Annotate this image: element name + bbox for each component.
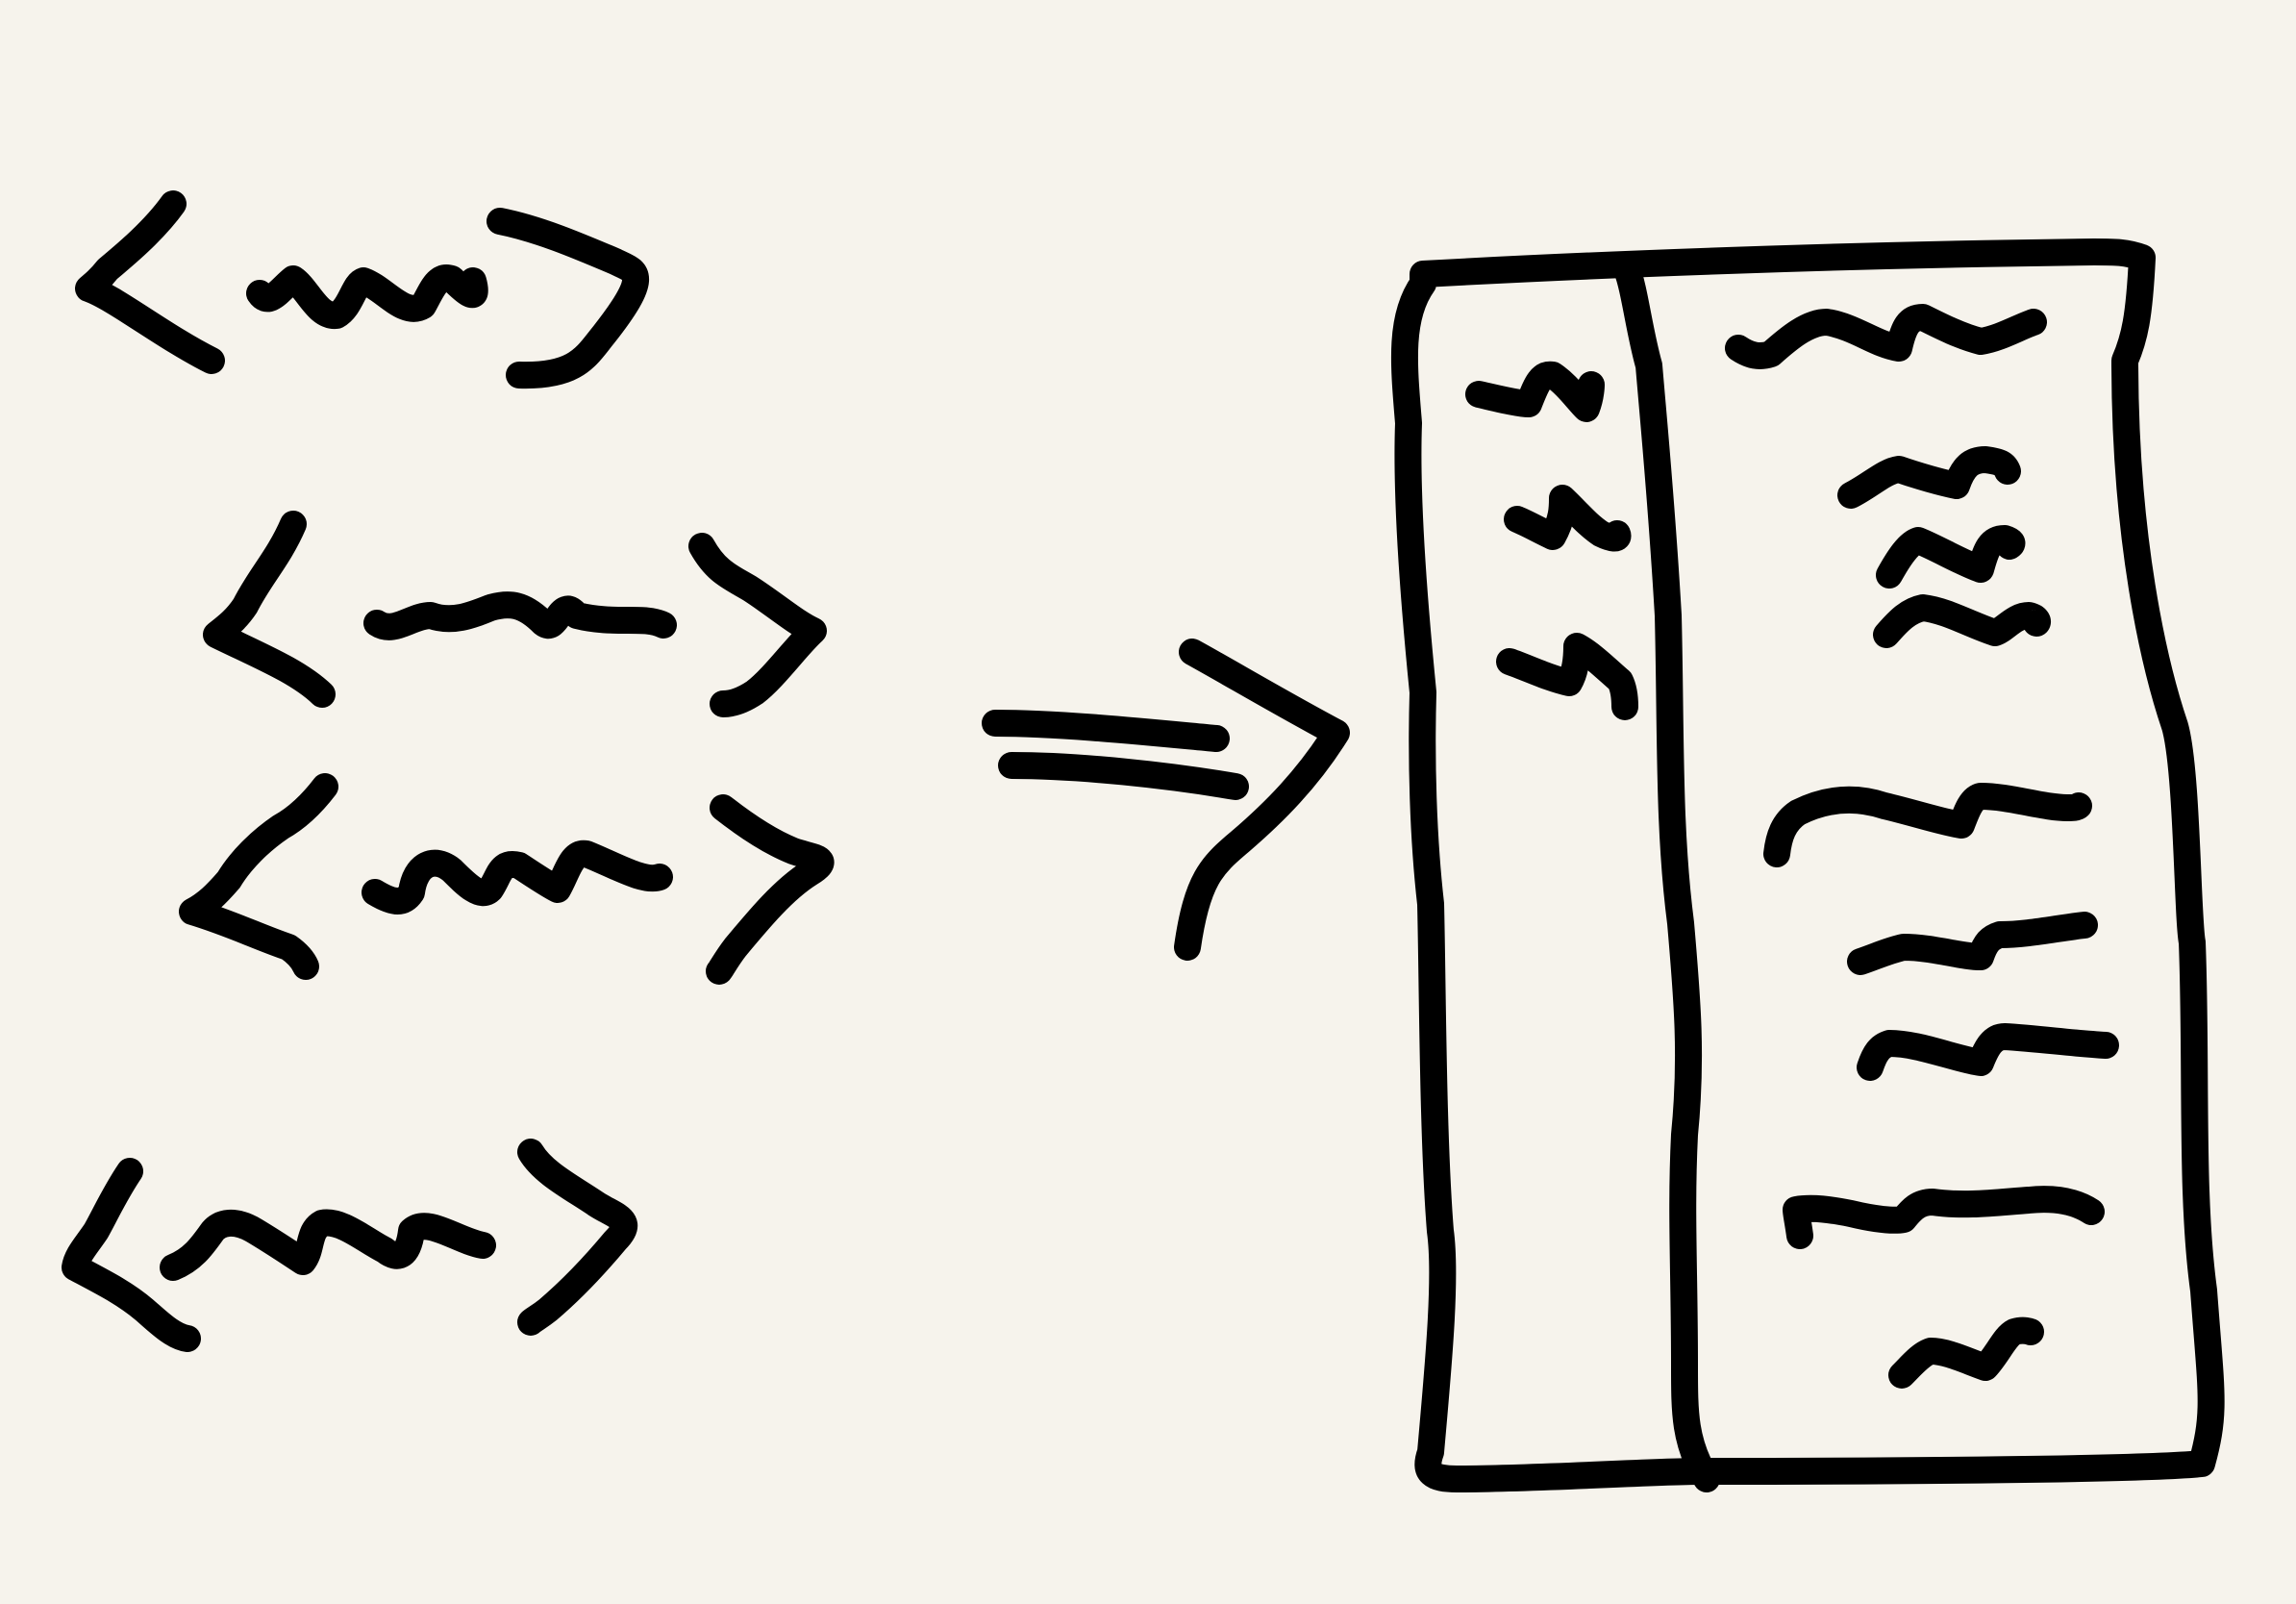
- snippet-2-wavy-text: [363, 591, 677, 640]
- snippet-1-wavy-text: [246, 264, 488, 329]
- snippet-3-left-bracket: [179, 773, 338, 980]
- right-arrow: [982, 639, 1350, 961]
- snippet-1-right-bracket: [487, 208, 649, 389]
- right-column-line-9: [1888, 1316, 2044, 1389]
- right-column-line-4: [1873, 594, 2051, 648]
- snippet-2-right-bracket: [688, 533, 827, 717]
- snippet-3-right-bracket: [706, 794, 835, 985]
- left-column-line-2: [1504, 485, 1632, 552]
- right-column-line-2: [1837, 446, 2021, 509]
- right-column-line-1: [1725, 304, 2047, 369]
- snippet-1-left-bracket: [75, 190, 225, 374]
- arrow-shaft-top: [982, 710, 1230, 752]
- snippet-4-left-bracket: [62, 1158, 201, 1352]
- right-column-line-8: [1783, 1186, 2105, 1249]
- snippet-1: [75, 190, 649, 389]
- document-sheet: [1390, 238, 2225, 1492]
- snippet-4-right-bracket: [517, 1139, 637, 1336]
- right-column-line-7: [1857, 1023, 2119, 1081]
- snippet-2-left-bracket: [203, 511, 336, 708]
- document-column-divider: [1613, 256, 1720, 1492]
- snippet-3-wavy-text: [362, 840, 673, 915]
- snippet-2: [203, 511, 827, 717]
- right-column-line-6: [1847, 912, 2098, 975]
- snippet-4-wavy-text: [160, 1209, 496, 1281]
- right-column-line-3: [1876, 525, 2026, 589]
- right-column-line-5: [1763, 783, 2092, 867]
- document-outline: [1390, 238, 2225, 1492]
- arrow-head: [1174, 639, 1350, 961]
- arrow-shaft-bottom: [998, 752, 1249, 800]
- left-column-line-1: [1465, 361, 1605, 422]
- snippet-3: [179, 773, 835, 985]
- snippet-4: [62, 1139, 637, 1352]
- left-column-line-3: [1496, 633, 1638, 720]
